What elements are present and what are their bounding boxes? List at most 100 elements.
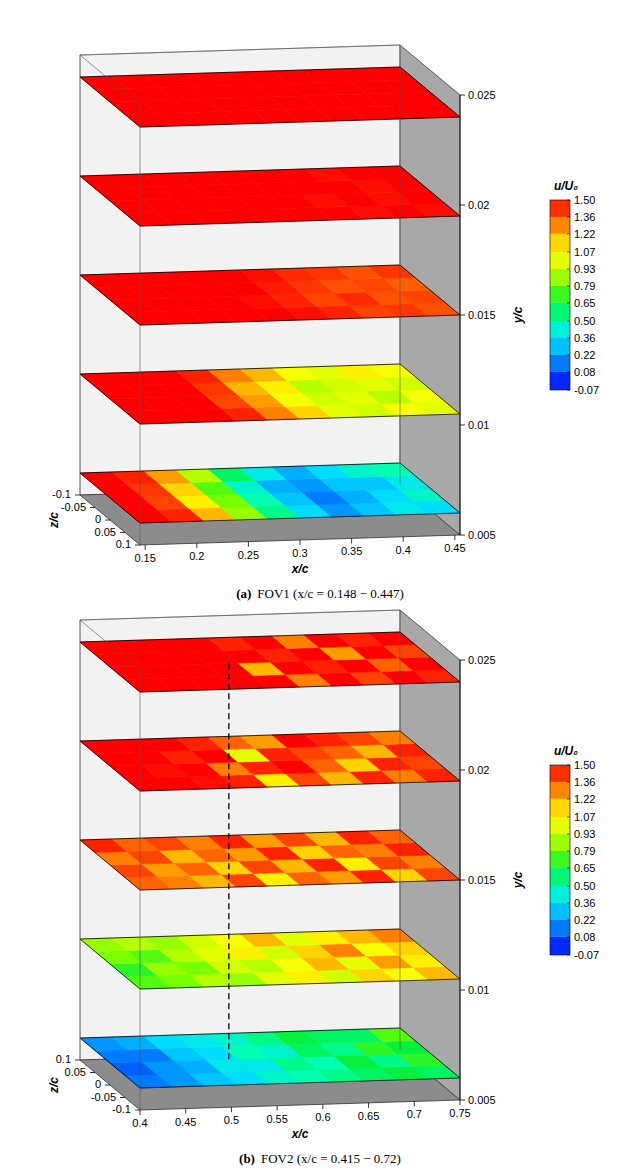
box-edge (80, 55, 81, 495)
panel: 0.150.20.250.30.350.40.45x/c-0.1-0.0500.… (47, 45, 599, 601)
colorbar-tick-label: 0.79 (574, 845, 595, 857)
colorbar-tick-label: 1.22 (574, 228, 595, 240)
z-tick-label: 0.05 (95, 526, 116, 538)
y-axis-title: y/c (511, 306, 525, 324)
plane (80, 463, 460, 523)
colorbar-frame (550, 765, 570, 955)
colorbar-band (550, 338, 570, 355)
colorbar-band (550, 937, 570, 955)
box-edge (80, 620, 140, 670)
panel-label: (a) (236, 586, 251, 601)
plane (80, 265, 460, 325)
y-tick (460, 205, 465, 206)
colorbar-tick-label: 0.79 (574, 280, 595, 292)
x-tick-label: 0.55 (266, 1113, 287, 1125)
colorbar-tick-label: 0.22 (574, 914, 595, 926)
x-tick (248, 542, 249, 547)
y-tick-label: 0.005 (468, 529, 496, 541)
y-tick (460, 425, 465, 426)
y-tick-label: 0.01 (468, 984, 489, 996)
colorbar-tick (567, 216, 570, 217)
colorbar-tick (567, 902, 570, 903)
colorbar-band (550, 303, 570, 321)
z-tick-label: -0.1 (52, 488, 71, 500)
colorbar-tick-label: 0.22 (574, 349, 595, 361)
z-tick-label: -0.05 (91, 1091, 116, 1103)
y-tick-label: 0.01 (468, 419, 489, 431)
colorbar-tick (567, 302, 570, 303)
x-tick-label: 0.45 (175, 1116, 196, 1128)
x-tick (145, 545, 146, 550)
plane-outline (80, 364, 460, 424)
x-tick (454, 535, 455, 540)
y-tick-label: 0.015 (468, 874, 496, 886)
box-edge (80, 55, 140, 105)
colorbar-band (550, 817, 570, 834)
colorbar-band (550, 286, 570, 303)
colorbar-tick (567, 390, 570, 391)
x-tick (140, 1110, 141, 1115)
box-edge (140, 105, 141, 545)
box-edge (140, 670, 141, 1110)
y-tick (460, 535, 465, 536)
y-tick (460, 770, 465, 771)
plane-outline (80, 929, 460, 989)
colorbar-tick (567, 833, 570, 834)
colorbar-tick (567, 252, 570, 253)
colorbar-tick (567, 798, 570, 799)
y-tick-label: 0.02 (468, 199, 489, 211)
colorbar-band (550, 269, 570, 286)
colorbar-tick-label: -0.07 (574, 384, 599, 396)
x-tick-label: 0.3 (292, 547, 307, 559)
x-tick (185, 1109, 186, 1114)
colorbar-band (550, 834, 570, 851)
x-tick (414, 1101, 415, 1106)
colorbar-tick (567, 817, 570, 818)
x-tick-label: 0.7 (407, 1108, 422, 1120)
box-edge (80, 620, 81, 1060)
colorbar-band (550, 372, 570, 390)
x-tick-label: 0.15 (134, 552, 155, 564)
z-tick (120, 532, 125, 533)
y-tick (460, 1100, 465, 1101)
colorbar-band (550, 851, 570, 868)
z-tick (75, 1060, 80, 1061)
colorbar-tick-label: 1.36 (574, 776, 595, 788)
box-edge (400, 610, 401, 1050)
box-edge (400, 45, 401, 485)
colorbar-band (550, 217, 570, 234)
planes (80, 632, 460, 1088)
z-axis-title: z/c (47, 512, 61, 529)
x-axis-title: x/c (291, 562, 309, 576)
colorbar-tick-label: 0.93 (574, 828, 595, 840)
y-tick-label: 0.025 (468, 654, 496, 666)
box-edge (400, 45, 460, 95)
y-tick (460, 880, 465, 881)
x-tick-label: 0.65 (358, 1110, 379, 1122)
x-tick-label: 0.4 (132, 1117, 147, 1129)
x-tick-label: 0.4 (396, 544, 411, 556)
colorbar-tick-label: 0.08 (574, 366, 595, 378)
colorbar-title: u/U₀ (554, 179, 578, 193)
colorbar-tick (567, 867, 570, 868)
reference-line (228, 663, 229, 1059)
x-axis-title: x/c (291, 1127, 309, 1141)
z-tick-label: 0.05 (65, 1066, 86, 1078)
colorbar-title: u/U₀ (554, 744, 578, 758)
plane-outline (80, 67, 460, 127)
plane (80, 929, 460, 989)
colorbar-tick (567, 936, 570, 937)
planes (80, 67, 460, 523)
colorbar-band (550, 765, 570, 782)
y-tick-label: 0.005 (468, 1094, 496, 1106)
colorbar-tick (567, 371, 570, 372)
y-tick-label: 0.02 (468, 764, 489, 776)
z-tick-label: -0.1 (112, 1103, 131, 1115)
z-tick (120, 1097, 125, 1098)
x-tick-label: 0.25 (238, 549, 259, 561)
colorbar-band (550, 200, 570, 217)
colorbar-tick (567, 321, 570, 322)
colorbar-tick (567, 233, 570, 234)
plane-outline (80, 731, 460, 791)
colorbar-tick (567, 919, 570, 920)
